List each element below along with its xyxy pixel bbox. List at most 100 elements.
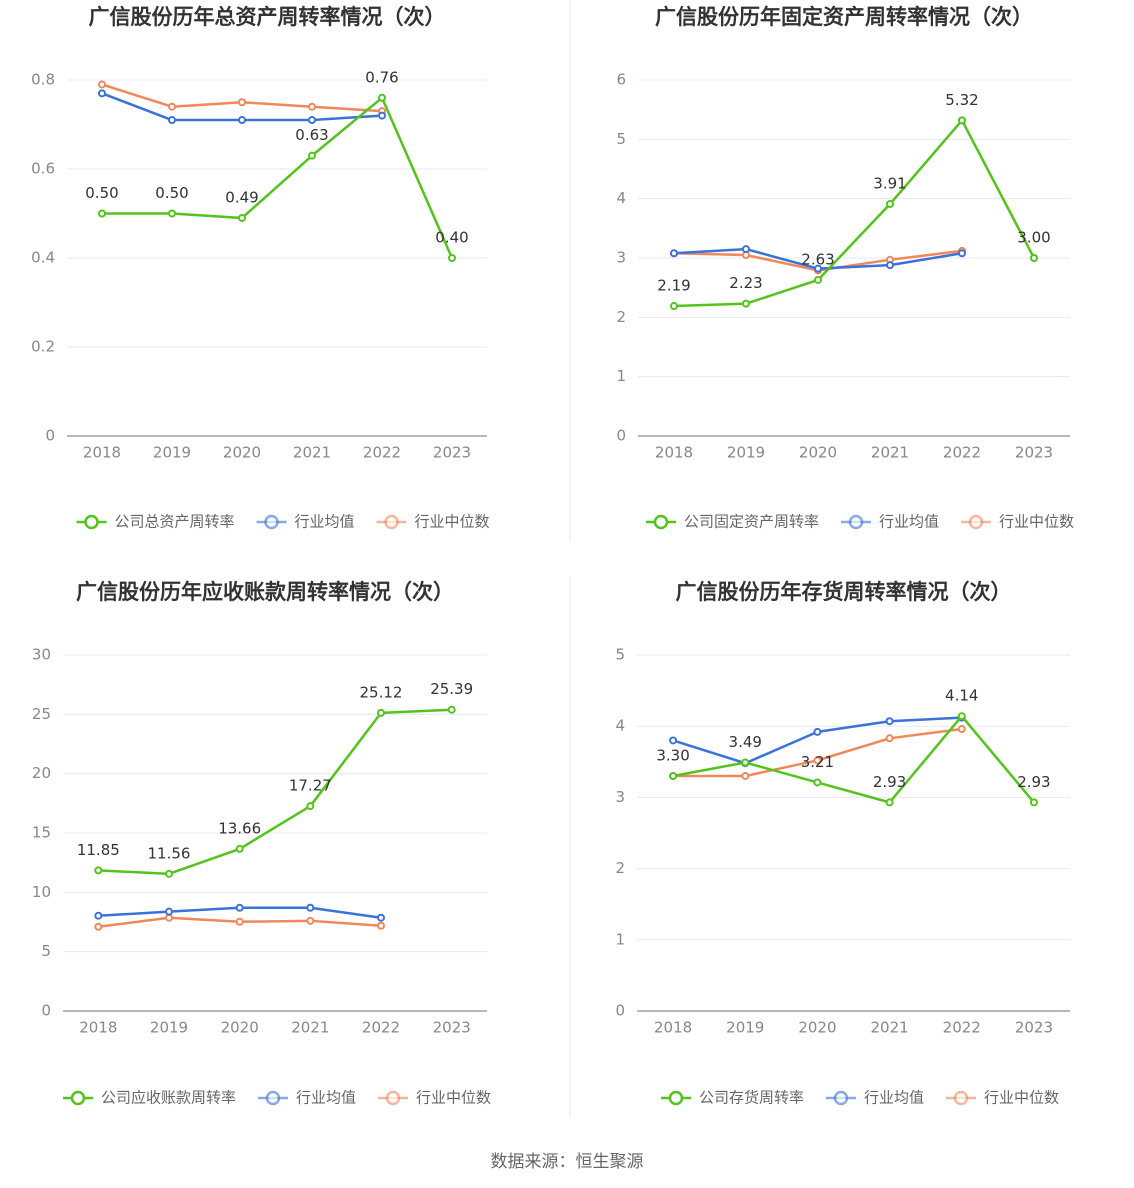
data-point [741, 772, 750, 781]
data-point [94, 911, 103, 920]
data-point [168, 209, 176, 218]
data-point [306, 903, 315, 912]
y-tick-label: 2 [616, 308, 626, 326]
data-label: 11.56 [148, 844, 191, 862]
data-point [94, 866, 103, 875]
y-tick-label: 5 [41, 942, 51, 960]
x-tick-label: 2023 [1015, 444, 1053, 462]
data-point [306, 802, 315, 811]
data-point [958, 116, 966, 125]
data-label: 25.39 [430, 680, 473, 698]
data-point [885, 798, 894, 807]
x-tick-label: 2018 [83, 444, 121, 462]
data-label: 5.32 [945, 91, 978, 109]
y-tick-label: 0 [615, 1002, 625, 1020]
y-tick-label: 6 [616, 71, 626, 89]
legend-symbol [833, 1090, 849, 1106]
data-point [238, 116, 246, 125]
data-point [98, 209, 106, 218]
data-point [235, 844, 244, 853]
data-point [957, 712, 966, 721]
legend-symbol [653, 514, 669, 530]
data-label: 13.66 [218, 819, 261, 837]
data-point [814, 264, 822, 273]
data-point [447, 705, 456, 714]
x-tick-label: 2020 [798, 1019, 836, 1037]
y-tick-label: 5 [615, 646, 625, 664]
source-note: 数据来源：恒生聚源 [491, 1152, 644, 1172]
y-tick-label: 2 [615, 859, 625, 877]
data-point [98, 89, 106, 98]
legend-symbol [265, 1090, 281, 1106]
chart-title: 广信股份历年固定资产周转率情况（次） [655, 5, 1033, 29]
data-point [742, 299, 750, 308]
legend-label: 公司应收账款周转率 [101, 1089, 236, 1107]
y-tick-label: 3 [615, 788, 625, 806]
y-tick-label: 15 [32, 824, 51, 842]
legend-label: 公司存货周转率 [699, 1089, 804, 1107]
legend-symbol [953, 1090, 969, 1106]
x-tick-label: 2018 [79, 1019, 117, 1037]
y-tick-label: 0.4 [31, 249, 55, 267]
series-line [102, 96, 454, 259]
data-point [308, 116, 316, 125]
data-point [669, 772, 678, 781]
data-label: 2.23 [729, 274, 762, 292]
data-label: 3.91 [873, 175, 906, 193]
legend-label: 行业中位数 [984, 1089, 1059, 1107]
data-label: 0.40 [435, 229, 468, 247]
x-tick-label: 2023 [433, 444, 471, 462]
legend: 公司总资产周转率 行业均值 行业中位数 [76, 513, 490, 531]
data-point [306, 916, 315, 925]
x-tick-label: 2020 [221, 1019, 259, 1037]
data-point [885, 734, 894, 743]
x-tick-label: 2022 [362, 1019, 400, 1037]
data-label: 0.63 [295, 126, 328, 144]
y-tick-label: 10 [32, 883, 51, 901]
data-point [886, 200, 894, 209]
legend-symbol [84, 514, 99, 530]
data-label: 2.63 [801, 250, 834, 268]
data-point [235, 917, 244, 926]
x-tick-label: 2020 [799, 444, 837, 462]
x-tick-label: 2022 [363, 444, 401, 462]
data-point [377, 921, 385, 930]
y-tick-label: 25 [32, 705, 51, 723]
data-point [168, 102, 176, 111]
legend-symbol [968, 514, 984, 530]
data-point [670, 249, 678, 258]
data-label: 11.85 [77, 841, 120, 859]
chart-title: 广信股份历年存货周转率情况（次） [676, 580, 1012, 604]
x-tick-label: 2021 [871, 444, 909, 462]
data-point [813, 778, 822, 787]
data-label: 2.93 [873, 773, 906, 791]
y-tick-label: 0.2 [31, 338, 55, 356]
legend-label: 行业中位数 [999, 513, 1074, 531]
data-point [168, 116, 176, 125]
data-point [741, 758, 750, 767]
legend-label: 行业中位数 [415, 513, 490, 531]
data-point [98, 80, 106, 89]
data-label: 3.49 [729, 733, 762, 751]
y-tick-label: 0.6 [31, 160, 55, 178]
y-tick-label: 3 [616, 249, 626, 267]
data-label: 0.50 [155, 184, 188, 202]
data-point [235, 903, 244, 912]
chart-title: 广信股份历年总资产周转率情况（次） [89, 5, 446, 29]
data-point [165, 869, 173, 878]
x-tick-label: 2018 [654, 1019, 692, 1037]
y-tick-label: 5 [616, 130, 626, 148]
data-point [742, 245, 750, 254]
data-label: 3.30 [656, 747, 689, 765]
x-tick-label: 2020 [223, 444, 261, 462]
data-label: 17.27 [289, 777, 332, 795]
legend-symbol [668, 1090, 684, 1106]
legend-label: 公司总资产周转率 [114, 513, 234, 531]
data-point [94, 922, 103, 931]
x-tick-label: 2019 [726, 1019, 764, 1037]
y-tick-label: 1 [616, 367, 626, 385]
x-tick-label: 2022 [943, 1019, 981, 1037]
data-point [377, 913, 385, 922]
x-tick-label: 2023 [1015, 1019, 1053, 1037]
x-tick-label: 2019 [150, 1019, 188, 1037]
